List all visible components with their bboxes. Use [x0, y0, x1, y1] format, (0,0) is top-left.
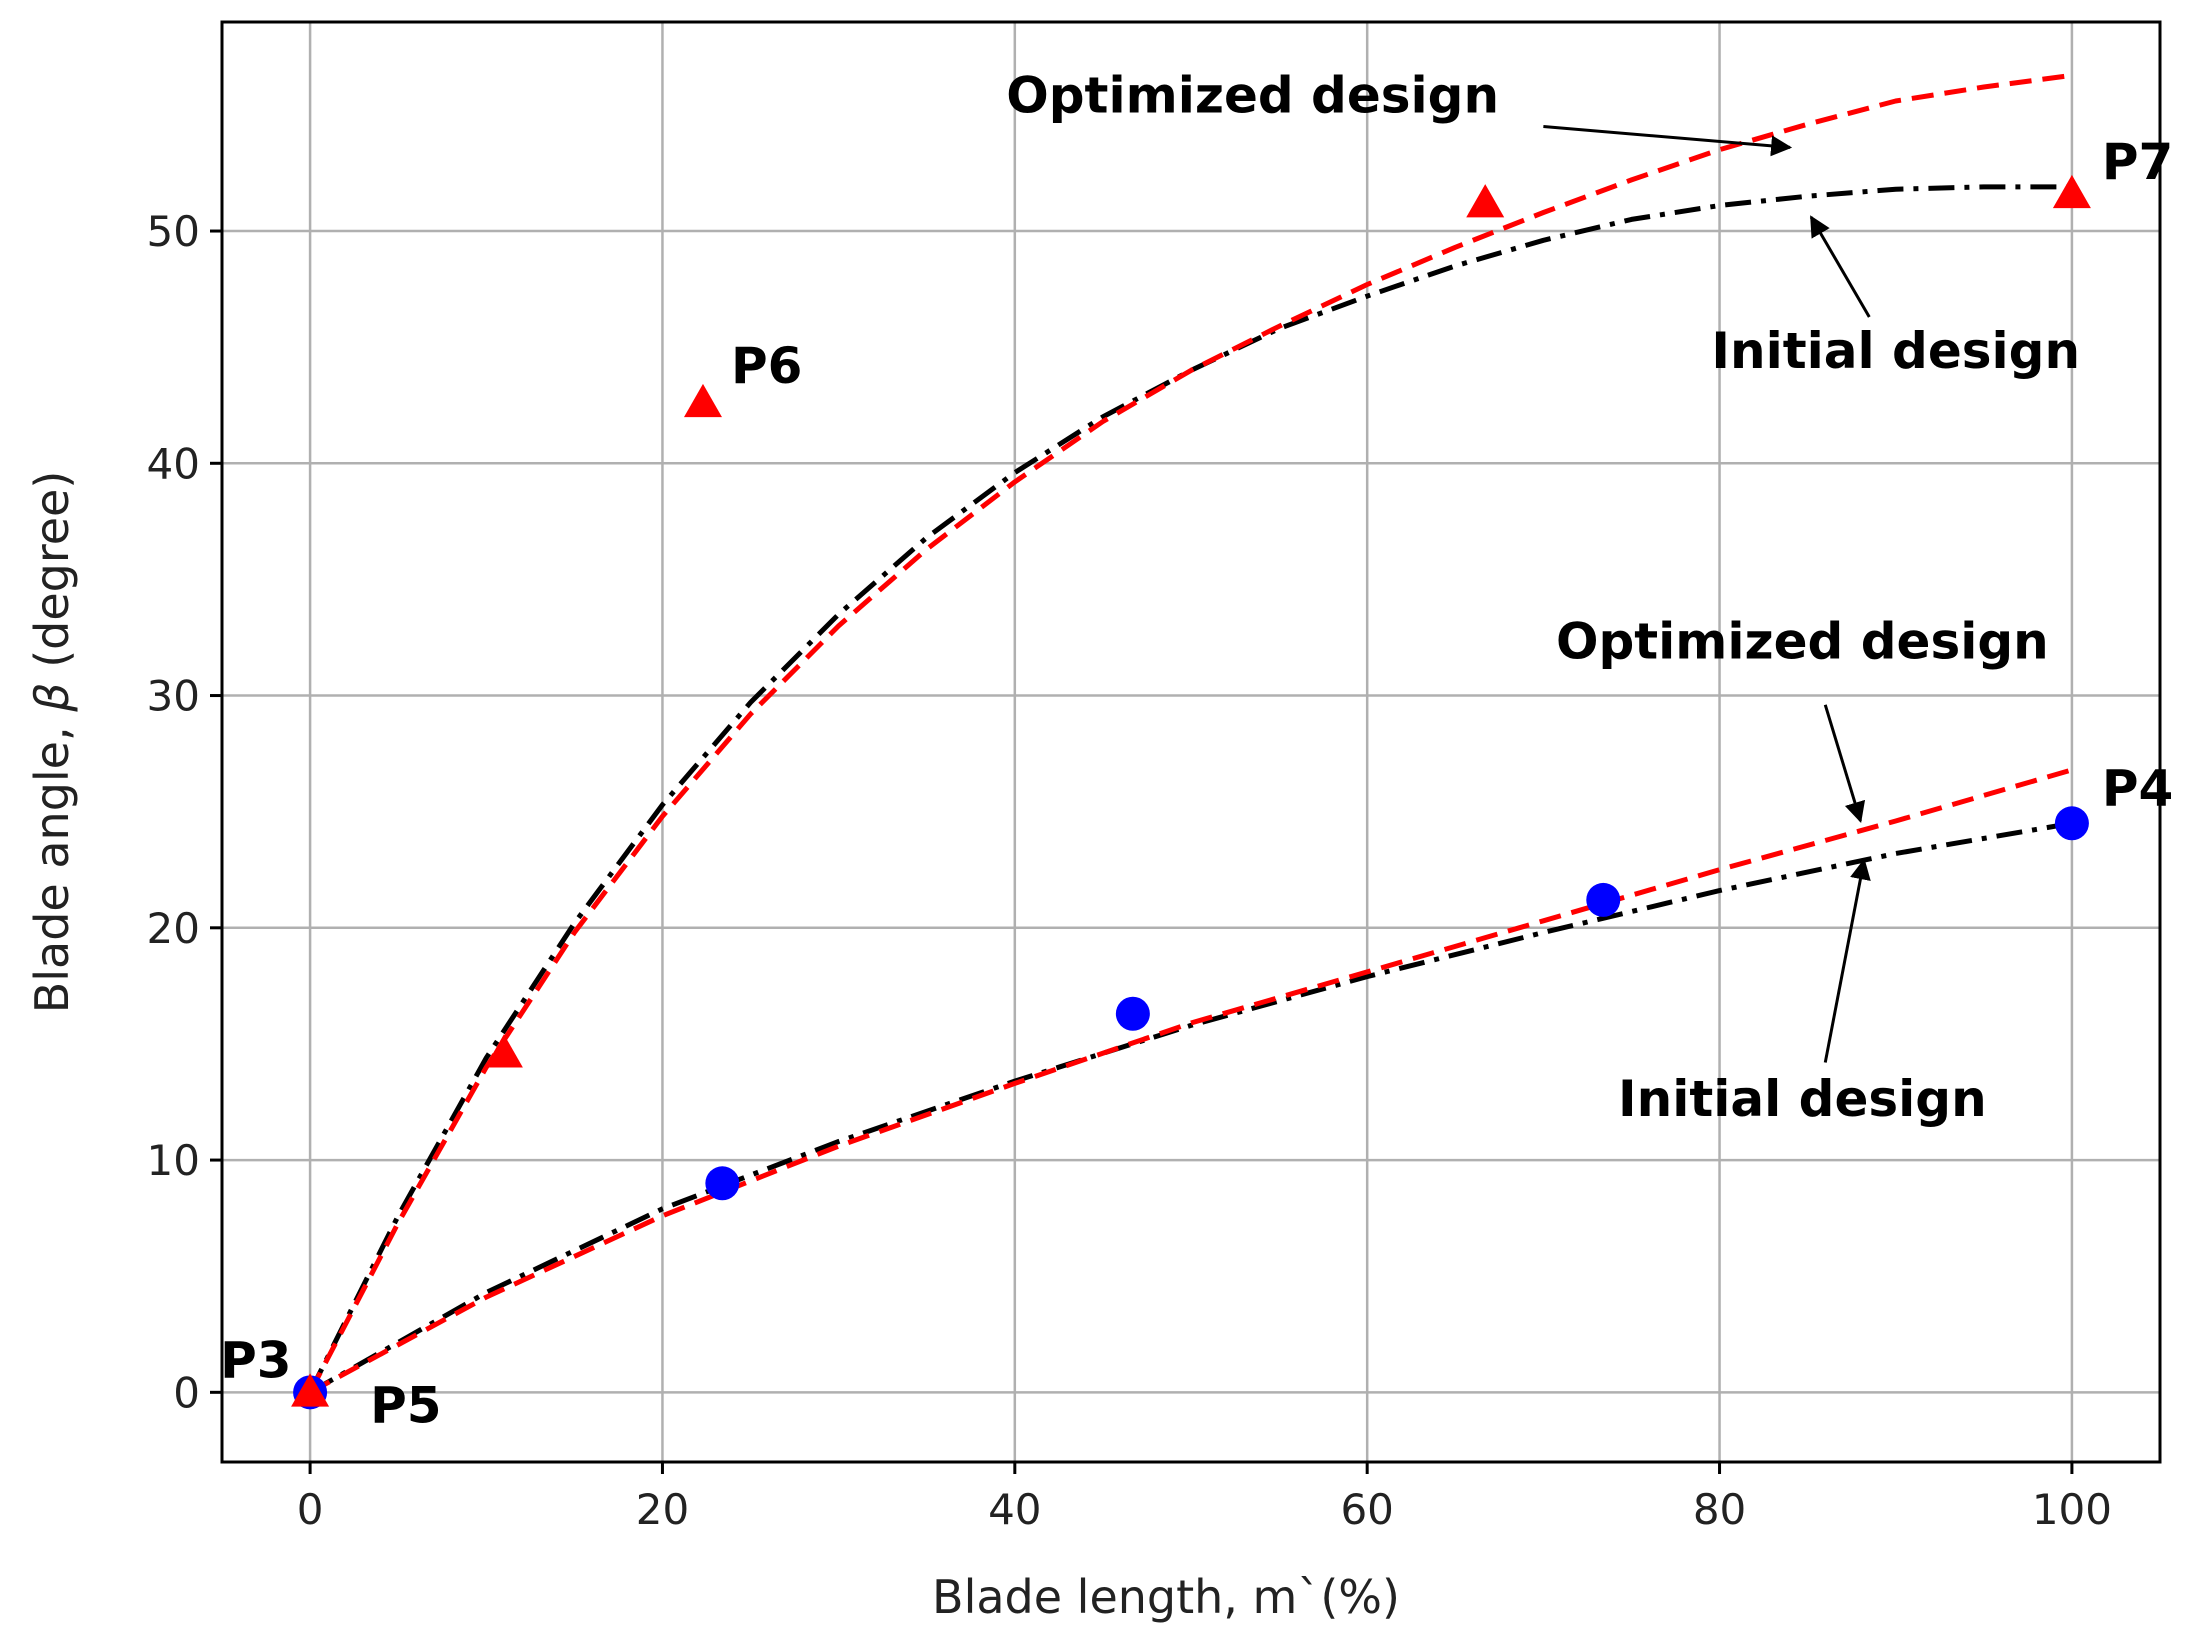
grid — [222, 22, 2160, 1462]
optimized-design-line-1: Optimized design (shroud) — [307, 72, 2073, 1394]
y-tick-label: 0 — [173, 1368, 200, 1417]
series-group: Initial design (shroud)Optimized design … — [307, 72, 2073, 1395]
triangle-point — [291, 1373, 330, 1407]
y-axis-label-prefix: Blade angle, — [25, 712, 79, 1014]
optimized-design-line-3: Optimized design (hub) — [308, 767, 2073, 1395]
marker-group — [291, 174, 2091, 1410]
annotation-label: Initial design — [1711, 322, 2080, 380]
circle-point — [2054, 806, 2089, 841]
tick-group: 0 20 40 60 80 100 0 10 20 30 40 50 — [147, 207, 2112, 1534]
circle-point — [1586, 882, 1621, 917]
y-axis-label-suffix: (degree) — [25, 471, 79, 683]
annotation-arrow — [1543, 125, 1793, 157]
annotation-arrow — [1809, 215, 1871, 318]
x-tick-label: 40 — [988, 1485, 1041, 1534]
circle-point — [1115, 996, 1150, 1031]
initial-design-line-2: Initial design (hub) — [308, 820, 2073, 1395]
point-label-p4: P4 — [2102, 759, 2173, 817]
annotation-arrow — [1823, 858, 1871, 1063]
y-tick-label: 10 — [147, 1136, 200, 1185]
y-axis-label-symbol: β — [25, 682, 79, 712]
point-label-p6: P6 — [731, 337, 802, 395]
circle-point — [705, 1166, 740, 1201]
annotation-arrow — [1823, 704, 1866, 823]
point-label-p5: P5 — [370, 1376, 441, 1434]
initial-design-line-0: Initial design (shroud) — [307, 184, 2072, 1394]
triangle-point — [2052, 174, 2091, 209]
x-tick-label: 0 — [297, 1485, 324, 1534]
point-label-p3: P3 — [220, 1331, 291, 1389]
triangle-point — [1466, 184, 1505, 218]
x-axis-label: Blade length, m`(%) — [932, 1570, 1400, 1624]
y-tick-label: 20 — [147, 904, 200, 953]
x-tick-label: 80 — [1693, 1485, 1746, 1534]
annotation-label: Initial design — [1618, 1070, 1987, 1128]
triangle-point — [683, 383, 722, 418]
plot-frame — [220, 20, 2162, 1464]
x-tick-label: 100 — [2032, 1485, 2112, 1534]
annotation-label: Optimized design — [1556, 612, 2049, 670]
annotation-label: Optimized design — [1006, 67, 1499, 125]
x-tick-label: 60 — [1340, 1485, 1393, 1534]
y-tick-label: 30 — [147, 672, 200, 721]
triangle-point — [484, 1034, 523, 1068]
y-axis-label: Blade angle, β (degree) — [25, 471, 79, 1014]
point-label-p7: P7 — [2102, 133, 2173, 191]
y-tick-label: 40 — [147, 439, 200, 488]
y-tick-label: 50 — [147, 207, 200, 256]
x-tick-label: 20 — [636, 1485, 689, 1534]
